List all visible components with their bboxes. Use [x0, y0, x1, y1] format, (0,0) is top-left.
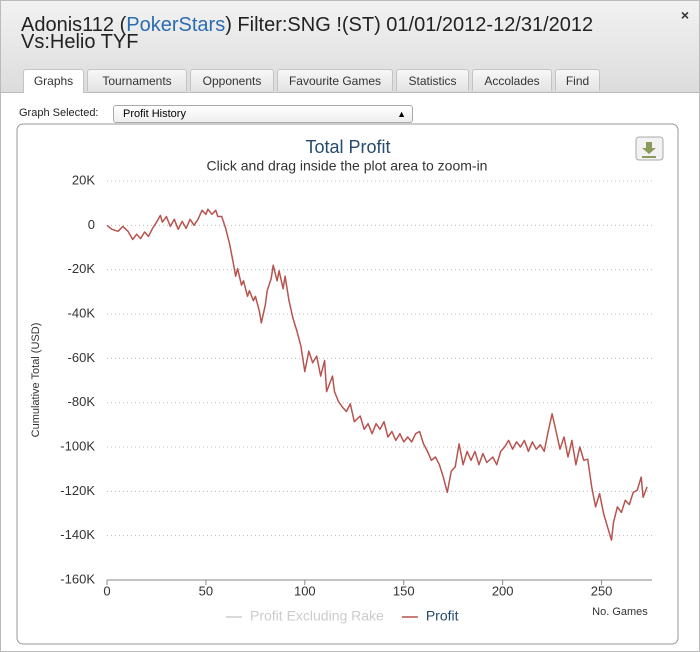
chart-frame [16, 123, 679, 645]
y-tick-label: -20K [68, 261, 96, 276]
tab[interactable]: Opponents [190, 69, 274, 91]
window-title: Adonis112 (PokerStars) Filter:SNG !(ST) … [21, 14, 671, 53]
chart-title: Total Profit [305, 137, 390, 157]
download-icon [642, 142, 656, 158]
y-tick-label: -120K [60, 483, 95, 498]
x-tick-label: 200 [492, 583, 514, 598]
dropdown-value: Profit History [123, 108, 186, 120]
y-tick-label: -40K [68, 305, 96, 320]
tab[interactable]: Graphs [23, 69, 84, 93]
x-tick-label: 50 [199, 583, 213, 598]
title-text: ) Filter:SNG !(ST) 01/01/2012-12/31/2012… [21, 14, 594, 53]
y-tick-label: -160K [60, 571, 95, 586]
dropdown-arrow: ▲ [397, 109, 406, 119]
profit-line [106, 208, 648, 541]
x-tick-label: 250 [591, 583, 613, 598]
x-tick-label: 150 [393, 583, 415, 598]
legend-item[interactable]: Profit [401, 608, 459, 624]
y-tick-label: -60K [68, 350, 96, 365]
y-tick-label: -80K [68, 394, 96, 409]
tab[interactable]: Accolades [472, 69, 552, 91]
x-axis-label: No. Games [592, 606, 648, 618]
graph-dropdown[interactable]: Profit History ▲ [113, 105, 413, 123]
download-button[interactable] [635, 136, 664, 161]
tab[interactable]: Tournaments [87, 69, 187, 91]
x-tick-label: 100 [294, 583, 316, 598]
y-tick-label: 0 [88, 217, 95, 232]
legend-item[interactable]: Profit Excluding Rake [226, 608, 384, 624]
y-tick-label: -140K [60, 527, 95, 542]
site-link[interactable]: PokerStars [126, 14, 226, 36]
tab[interactable]: Find [555, 69, 600, 91]
legend-label: Profit [426, 608, 459, 624]
y-axis-label: Cumulative Total (USD) [30, 323, 42, 438]
close-button[interactable]: × [680, 7, 689, 23]
tab[interactable]: Favourite Games [277, 69, 393, 91]
selector-label: Graph Selected: [19, 107, 99, 119]
chart-subtitle: Click and drag inside the plot area to z… [207, 158, 488, 174]
y-tick-label: 20K [72, 172, 95, 187]
x-tick-label: 0 [103, 583, 110, 598]
y-tick-label: -100K [60, 438, 95, 453]
tab[interactable]: Statistics [396, 69, 469, 91]
legend-label: Profit Excluding Rake [250, 608, 384, 624]
title-text: Adonis112 ( [21, 14, 127, 36]
